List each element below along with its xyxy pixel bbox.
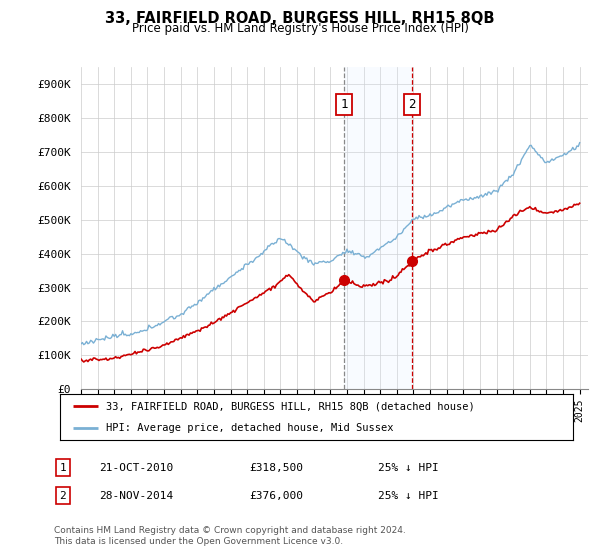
Text: Contains HM Land Registry data © Crown copyright and database right 2024.
This d: Contains HM Land Registry data © Crown c…: [54, 526, 406, 546]
Text: 1: 1: [59, 463, 67, 473]
Text: 2: 2: [408, 98, 416, 111]
Text: 21-OCT-2010: 21-OCT-2010: [99, 463, 173, 473]
Text: 2: 2: [59, 491, 67, 501]
Text: 33, FAIRFIELD ROAD, BURGESS HILL, RH15 8QB (detached house): 33, FAIRFIELD ROAD, BURGESS HILL, RH15 8…: [106, 401, 475, 411]
Text: 33, FAIRFIELD ROAD, BURGESS HILL, RH15 8QB: 33, FAIRFIELD ROAD, BURGESS HILL, RH15 8…: [105, 11, 495, 26]
Bar: [344, 67, 412, 389]
Text: £318,500: £318,500: [249, 463, 303, 473]
Text: HPI: Average price, detached house, Mid Sussex: HPI: Average price, detached house, Mid …: [106, 423, 394, 433]
Text: Price paid vs. HM Land Registry's House Price Index (HPI): Price paid vs. HM Land Registry's House …: [131, 22, 469, 35]
Text: 28-NOV-2014: 28-NOV-2014: [99, 491, 173, 501]
Text: 25% ↓ HPI: 25% ↓ HPI: [378, 491, 439, 501]
Text: 25% ↓ HPI: 25% ↓ HPI: [378, 463, 439, 473]
Text: 1: 1: [340, 98, 347, 111]
Text: £376,000: £376,000: [249, 491, 303, 501]
